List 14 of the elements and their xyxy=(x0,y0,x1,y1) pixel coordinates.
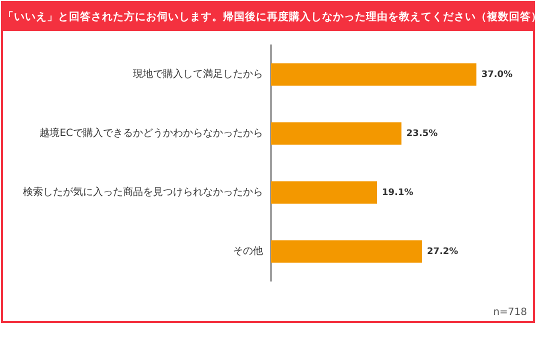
bar xyxy=(271,63,476,86)
bar xyxy=(271,122,402,145)
data-label: 37.0% xyxy=(481,70,513,80)
y-tick-label: 現地で購入して満足したから xyxy=(133,68,263,80)
y-tick-label: その他 xyxy=(233,245,263,258)
chart-title: 「いいえ」と回答された方にお伺いします。帰国後に再度購入しなかった理由を教えてください（複数回答） xyxy=(3,3,536,31)
text: n=718 xyxy=(493,307,527,318)
y-tick-label: 越境ECで購入できるかどうかわからなかったから xyxy=(40,127,263,140)
bar xyxy=(271,181,378,204)
data-label: 23.5% xyxy=(406,128,438,139)
data-label: 19.1% xyxy=(382,188,414,198)
y-tick-label: 検索したが気に入った商品を見つけられなかったから xyxy=(23,186,263,198)
data-label: 27.2% xyxy=(426,246,458,257)
bar xyxy=(271,240,422,263)
